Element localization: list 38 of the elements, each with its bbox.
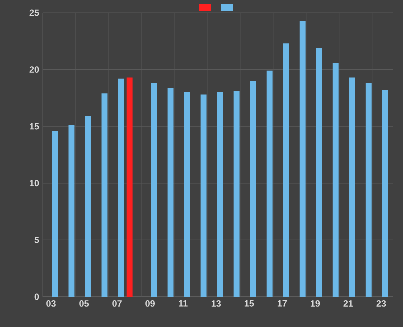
x-tick-label: 05 [80,300,90,307]
bar [300,20,306,298]
bar [200,94,207,298]
y-tick-label: 25 [30,10,40,16]
bar [102,94,108,298]
y-tick-label: 20 [30,66,40,73]
y-tick-label: 15 [30,123,40,130]
y-tick-label: 0 [34,294,40,300]
x-tick-label: 17 [278,300,287,307]
x-tick-label: 09 [146,300,155,307]
bar [52,131,58,298]
bar [118,78,124,298]
bar [250,81,256,298]
bar [382,90,388,298]
x-tick-label: 13 [212,300,222,307]
x-tick-label: 15 [244,300,254,307]
bar [184,92,190,298]
x-tick-label: 03 [46,300,56,307]
x-tick-label: 11 [179,300,188,307]
x-tick-label: 07 [112,300,122,307]
bar [68,125,75,298]
bar [126,78,133,298]
bar [349,78,356,298]
y-tick-label: 10 [30,180,40,187]
bar [366,83,372,298]
x-tick-label: 19 [310,300,320,307]
bar [217,92,224,298]
y-tick-label: 5 [34,237,40,244]
bar [151,83,158,298]
bar [234,91,240,298]
bar [283,44,290,298]
x-tick-label: 23 [376,300,386,307]
bar [266,70,273,298]
x-tick-label: 21 [344,300,354,307]
bar [332,62,339,298]
bar [85,116,92,298]
bar [168,88,174,298]
bar [316,48,322,298]
